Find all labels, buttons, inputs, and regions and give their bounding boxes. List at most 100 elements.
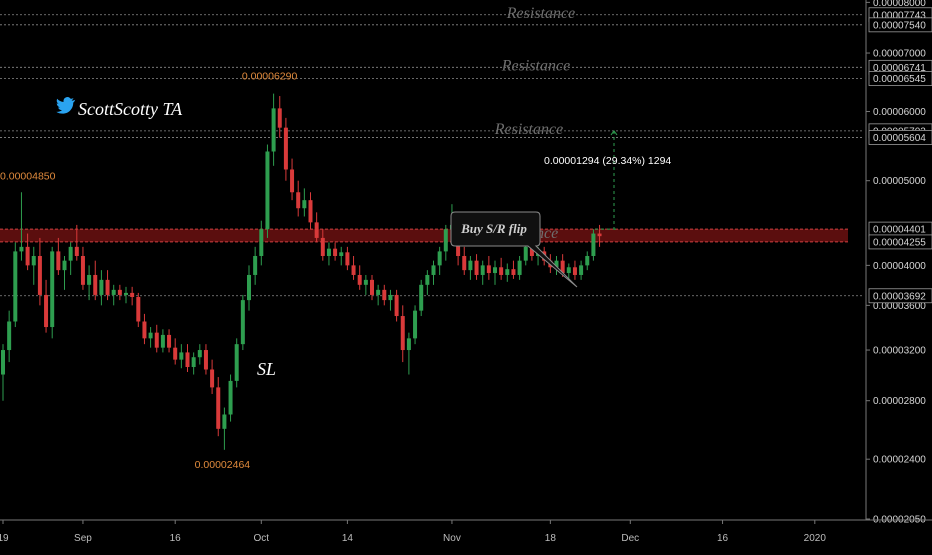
price-axis[interactable]: 0.00008000 0.00007000 0.00006000 0.00005000… — [865, 0, 932, 526]
candle-body — [1, 350, 5, 375]
stop-loss-label: SL — [257, 359, 276, 379]
candle-body — [302, 200, 307, 209]
candle-body — [308, 200, 313, 223]
candle-body — [406, 338, 411, 351]
candle-body — [376, 289, 381, 295]
candle-body — [19, 246, 24, 252]
candle-body — [419, 284, 424, 311]
candle-body — [560, 260, 565, 274]
low-price-label: 0.00002464 — [195, 459, 251, 471]
price-level-label: 0.00005604 — [873, 133, 926, 144]
candle-body — [339, 252, 344, 256]
candle-body — [117, 289, 122, 295]
candle-body — [197, 350, 202, 358]
price-tick-label: 0.00005000 — [873, 176, 926, 187]
time-axis[interactable]: 19 Sep 16 Oct 14 Nov 18 Dec 16 2020 — [0, 519, 932, 544]
time-tick-label: Sep — [74, 533, 92, 544]
high-price-label: 0.00006290 — [242, 71, 298, 83]
candle-body — [462, 255, 467, 271]
candle-body — [597, 233, 602, 237]
candle-body — [87, 274, 92, 285]
candle-body — [179, 352, 184, 360]
candle-body — [400, 316, 405, 351]
price-level-label: 0.00007743 — [873, 10, 926, 21]
candle-body — [105, 279, 110, 295]
price-level-label: 0.00007540 — [873, 20, 926, 31]
candle-body — [296, 192, 301, 209]
candle-body — [486, 265, 491, 274]
candle-body — [234, 344, 239, 381]
candle-body — [222, 414, 227, 429]
candle-body — [80, 255, 85, 285]
candle-body — [216, 387, 221, 429]
price-level-label: 0.00004401 — [873, 225, 926, 236]
candle-body — [468, 260, 473, 271]
candle-body — [382, 289, 387, 301]
price-tick-label: 0.00004000 — [873, 261, 926, 272]
candle-body — [388, 294, 393, 301]
candle-body — [357, 274, 362, 285]
time-tick-label: 14 — [342, 533, 354, 544]
candle-body — [326, 248, 331, 256]
price-level-badge — [868, 130, 932, 145]
candle-body — [185, 352, 190, 368]
callout-text: Buy S/R flip — [460, 221, 527, 236]
brand-watermark: ScottScotty TA — [78, 99, 183, 119]
candle-body — [191, 357, 196, 368]
candle-body — [265, 151, 270, 230]
candle-body — [37, 255, 42, 295]
measure-arrow-icon — [610, 130, 618, 136]
price-tick-label: 0.00003200 — [873, 346, 926, 357]
candle-body — [124, 292, 128, 295]
candle-body — [425, 274, 430, 285]
annotations-layer: 0.00006290 0.00002464 0.00004850 ScottScott… — [0, 71, 671, 472]
time-tick-label: Dec — [621, 533, 639, 544]
measure-label: 0.00001294 (29.34%) 1294 — [544, 155, 671, 167]
candle-body — [277, 108, 282, 128]
resistance-label: Resistance — [501, 57, 570, 74]
candle-body — [345, 252, 350, 266]
candle-body — [474, 260, 479, 275]
price-level-badge — [868, 71, 932, 86]
resistance-label: Resistance — [506, 5, 575, 22]
candle-body — [247, 274, 251, 301]
candle-body — [111, 289, 116, 295]
candle-body — [283, 127, 288, 170]
price-level-badge — [868, 288, 932, 304]
resistance-lines-layer: Resistance Resistance Resistance — [0, 5, 862, 297]
left-high-price-label: 0.00004850 — [0, 170, 56, 182]
candle-body — [56, 251, 61, 271]
price-level-label: 0.00006545 — [873, 74, 926, 85]
candle-body — [572, 267, 577, 275]
candle-body — [505, 269, 510, 275]
candle-body — [240, 300, 245, 345]
time-tick-label: 16 — [717, 533, 729, 544]
twitter-bird-icon — [56, 97, 76, 114]
price-tick-label: 0.00006000 — [873, 107, 926, 118]
price-level-label: 0.00004255 — [873, 237, 926, 248]
callout-bubble — [450, 211, 578, 288]
candle-body — [333, 248, 338, 256]
candle-body — [480, 265, 485, 275]
candle-body — [44, 294, 49, 328]
candle-body — [314, 222, 319, 238]
candle-body — [579, 265, 584, 275]
candle-body — [523, 246, 528, 261]
candle-body — [130, 292, 135, 298]
candle-body — [271, 108, 276, 152]
resistance-label: Resistance — [494, 121, 563, 138]
candle-body — [591, 233, 596, 256]
candle-body — [370, 279, 374, 295]
price-tick-label: 0.00002800 — [873, 396, 926, 407]
candle-body — [93, 274, 98, 295]
candle-body — [99, 279, 104, 295]
candle-body — [210, 369, 215, 388]
candle-body — [443, 229, 448, 252]
candle-body — [7, 321, 12, 351]
time-tick-label: 18 — [545, 533, 557, 544]
candle-body — [394, 294, 399, 317]
candle-body — [203, 350, 208, 370]
